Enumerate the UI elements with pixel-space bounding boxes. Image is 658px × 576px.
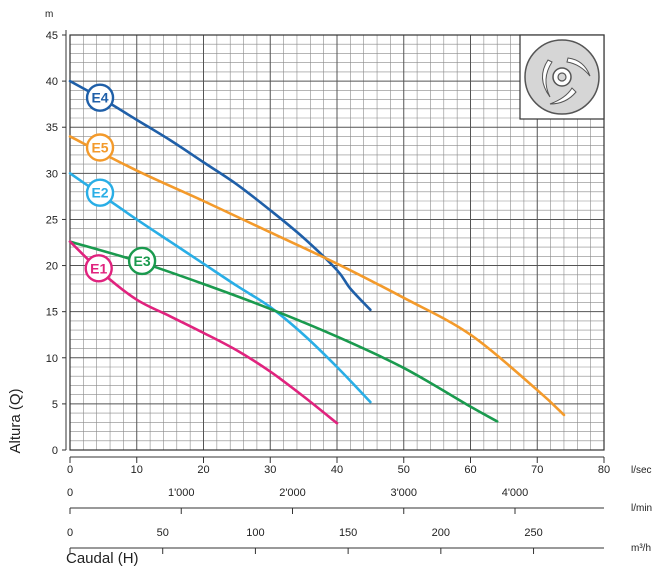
labels-layer: E4 E5 E2 E3 E1 xyxy=(84,83,157,283)
series-label-e1: E1 xyxy=(90,260,107,276)
y-tick-label: 10 xyxy=(46,353,58,365)
y-tick-label: 30 xyxy=(46,168,58,180)
x-tick-label: 4'000 xyxy=(502,487,529,499)
x-tick-label: 50 xyxy=(157,527,169,539)
x-tick-label: 70 xyxy=(531,464,543,476)
y-tick-label: 5 xyxy=(52,399,58,411)
series-label-e3: E3 xyxy=(134,253,151,269)
x-tick-label: 0 xyxy=(67,527,73,539)
series-line-e5 xyxy=(68,135,566,417)
y-tick-label: 15 xyxy=(46,307,58,319)
x-tick-label: 80 xyxy=(598,464,610,476)
x-tick-label: 3'000 xyxy=(390,487,417,499)
x-tick-label: 60 xyxy=(464,464,476,476)
x-axis-unit: l/sec xyxy=(631,465,652,476)
x-tick-label: 0 xyxy=(67,487,73,499)
x-tick-label: 200 xyxy=(432,527,450,539)
x-tick-label: 2'000 xyxy=(279,487,306,499)
x-tick-label: 150 xyxy=(339,527,357,539)
series-badge-e1 xyxy=(84,254,113,283)
series-label-e5: E5 xyxy=(91,140,108,156)
y-tick-label: 25 xyxy=(46,214,58,226)
series-line-e4 xyxy=(68,79,372,312)
series-badge-e3 xyxy=(127,246,157,276)
x-tick-label: 100 xyxy=(246,527,264,539)
series-label-e4: E4 xyxy=(91,90,108,106)
series-label-e2: E2 xyxy=(91,185,108,201)
series-line-e2 xyxy=(68,172,372,404)
x-tick-label: 30 xyxy=(264,464,276,476)
y-tick-label: 40 xyxy=(46,76,58,88)
series-badge-e2 xyxy=(85,178,115,207)
x-tick-label: 0 xyxy=(67,464,73,476)
series-line-e1 xyxy=(68,240,339,425)
series-badge-e5 xyxy=(85,133,115,162)
series-badge-e4 xyxy=(85,83,115,112)
y-tick-label: 0 xyxy=(52,445,58,457)
impeller-icon xyxy=(519,34,605,120)
y-tick-label: 35 xyxy=(46,122,58,134)
axes: 0 5 10 15 20 25 30 35 40 45 0 10 20 30 40 50 60 70 80 l/sec… xyxy=(46,30,652,554)
x-tick-label: 20 xyxy=(197,464,209,476)
y-tick-label: 20 xyxy=(46,261,58,273)
x-tick-label: 250 xyxy=(524,527,542,539)
y-axis-unit: m xyxy=(45,9,53,20)
x-tick-label: 40 xyxy=(331,464,343,476)
x-axis-unit: l/min xyxy=(631,503,652,514)
grid-minor xyxy=(70,35,604,450)
x-axis-unit: m³/h xyxy=(631,543,651,554)
x-tick-label: 10 xyxy=(131,464,143,476)
y-tick-label: 45 xyxy=(46,30,58,42)
y-axis-title: Altura (Q) xyxy=(7,388,24,453)
grid-major xyxy=(69,34,605,451)
x-tick-label: 1'000 xyxy=(168,487,195,499)
x-axis-title: Caudal (H) xyxy=(66,550,139,567)
x-tick-label: 50 xyxy=(398,464,410,476)
